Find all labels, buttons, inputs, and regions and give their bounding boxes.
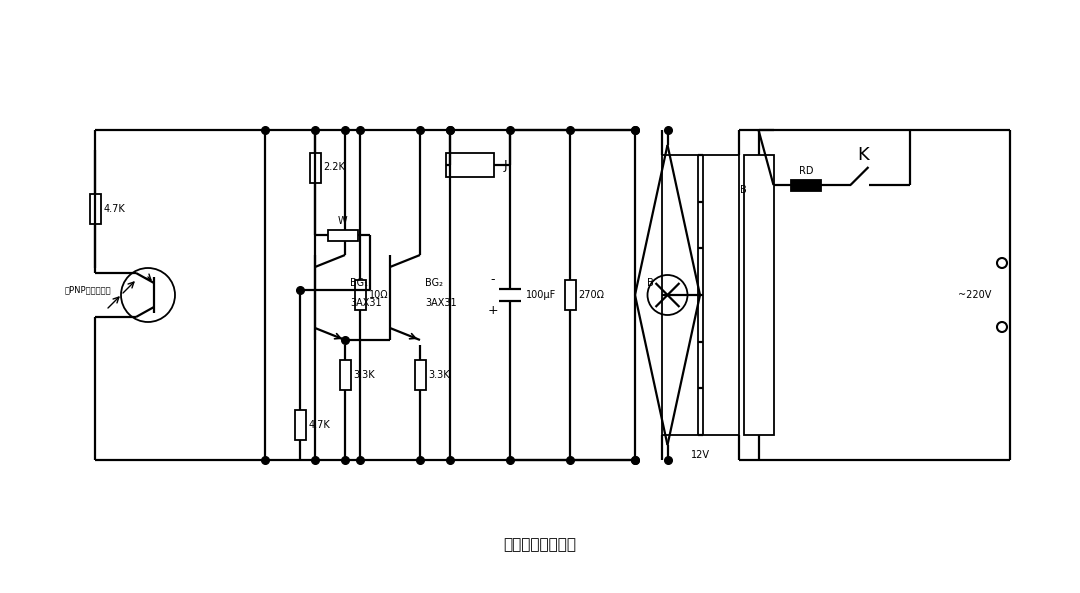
Text: B: B	[740, 185, 746, 195]
Bar	[565, 280, 576, 310]
Bar	[310, 152, 321, 183]
Text: BG₂: BG₂	[426, 278, 443, 288]
Bar	[702, 155, 739, 435]
Text: RD: RD	[799, 165, 813, 176]
Text: K: K	[858, 146, 869, 164]
Text: J: J	[504, 158, 508, 171]
Bar	[339, 360, 351, 390]
Bar	[446, 153, 494, 177]
Bar	[327, 229, 357, 241]
Text: +: +	[488, 304, 498, 317]
Text: 2.2K: 2.2K	[324, 162, 346, 173]
Bar	[415, 360, 426, 390]
Bar	[791, 180, 821, 190]
Text: 3AX31: 3AX31	[426, 298, 457, 308]
Text: 100μF: 100μF	[526, 290, 556, 300]
Bar	[661, 155, 698, 435]
Text: W: W	[338, 215, 348, 225]
Bar	[354, 280, 365, 310]
Bar	[295, 410, 306, 440]
Bar	[90, 194, 100, 224]
Text: 12V: 12V	[690, 450, 710, 460]
Text: B: B	[647, 278, 653, 288]
Text: 3AX31: 3AX31	[350, 298, 381, 308]
Text: 4.7K: 4.7K	[309, 420, 330, 430]
Text: BG₁: BG₁	[350, 278, 368, 288]
Text: 光电控制自动停机: 光电控制自动停机	[503, 537, 577, 553]
Text: 4.7K: 4.7K	[104, 204, 125, 214]
Text: ~220V: ~220V	[958, 290, 991, 300]
Text: 270Ω: 270Ω	[579, 290, 605, 300]
Text: 10Ω: 10Ω	[368, 290, 388, 300]
Text: -: -	[490, 273, 496, 286]
Bar	[743, 155, 773, 435]
Text: 3.3K: 3.3K	[353, 370, 375, 380]
Text: 3.3K: 3.3K	[429, 370, 450, 380]
Text: 硅PNP光敏三极管: 硅PNP光敏三极管	[65, 285, 111, 295]
